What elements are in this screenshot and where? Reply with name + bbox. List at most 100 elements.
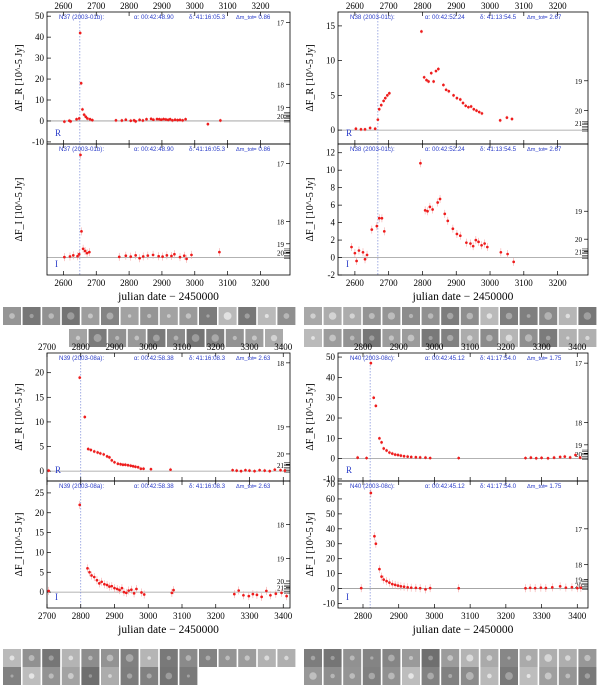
x-tick-label-top: 2900: [447, 1, 466, 11]
data-point: [574, 453, 577, 457]
thumbnail: [421, 667, 440, 685]
data-point: [171, 118, 174, 122]
thumbnail: [179, 307, 198, 325]
data-point: [380, 441, 383, 444]
data-point: [563, 455, 567, 458]
header-name: N39 (2003-08a):: [59, 355, 104, 362]
data-point: [575, 586, 579, 590]
data-point: [136, 465, 140, 469]
thumbnail: [539, 649, 558, 667]
thumbnail: [22, 667, 41, 685]
thumbnail-source: [330, 673, 335, 679]
thumbnail: [179, 649, 198, 667]
y-tick-label: 0: [40, 587, 45, 597]
thumbnail: [42, 667, 61, 685]
header-delta: δ: 41:17:54.0: [480, 355, 517, 362]
data-point: [419, 161, 422, 165]
data-point: [528, 586, 532, 590]
thumbnail-strip-N39: [3, 649, 296, 685]
y-tick-label: 15: [35, 528, 45, 538]
magnitude-tick-label: 21: [277, 462, 285, 470]
data-point: [145, 117, 148, 121]
thumbnail-strip-N37: [3, 307, 296, 347]
data-point: [477, 240, 480, 244]
thumbnail-source: [9, 313, 15, 319]
header-alpha: α: 00:42:52.24: [425, 14, 465, 21]
data-point: [146, 254, 150, 257]
thumbnail-source: [185, 313, 192, 319]
data-point: [578, 456, 582, 459]
x-tick-label-top: 3100: [461, 342, 480, 352]
header-name: N40 (2003-08c):: [350, 483, 395, 490]
data-point: [409, 455, 413, 459]
thumbnail-strip-N38: [304, 307, 597, 347]
thumbnail: [304, 649, 322, 667]
data-point: [396, 453, 400, 457]
thumbnail-source: [544, 654, 553, 662]
thumbnail: [558, 649, 577, 667]
data-point: [457, 586, 461, 590]
data-point: [129, 464, 133, 468]
data-point: [385, 94, 389, 97]
data-point: [382, 229, 386, 233]
header-alpha: α: 00:42:52.24: [425, 146, 465, 153]
thumbnail-source: [146, 673, 152, 679]
data-point: [455, 96, 459, 100]
thumbnail-source: [147, 313, 152, 319]
thumbnail: [199, 307, 217, 325]
x-tick-label-top: 3100: [515, 1, 534, 11]
data-point: [357, 249, 361, 252]
magnitude-tick-cluster: [582, 579, 588, 590]
thumbnail: [519, 667, 538, 685]
data-point: [86, 117, 89, 120]
x-tick-label-top: 3000: [481, 1, 500, 11]
lightcurve-N38: 2600 2700 2800 2900 3000 3100 3200051015192021…: [305, 1, 589, 303]
x-tick-label: 3400: [274, 611, 293, 621]
thumbnail-source: [310, 313, 316, 319]
thumbnail-source: [211, 334, 219, 342]
data-point: [380, 216, 384, 220]
data-point: [524, 456, 527, 460]
header-alpha: α: 00:42:58.38: [134, 483, 174, 490]
thumbnail: [61, 307, 80, 325]
y-tick-label: -10: [323, 474, 335, 484]
header-delta: δ: 41:16:05.3: [189, 14, 226, 21]
thumbnail-source: [584, 654, 591, 662]
x-tick-label-top: 3300: [241, 342, 260, 352]
thumbnail-source: [388, 654, 395, 662]
thumbnail-source: [349, 335, 355, 341]
y-tick-label: 0: [331, 253, 336, 263]
data-point: [431, 208, 434, 211]
data-point: [130, 588, 133, 592]
y-tick-label: 40: [326, 372, 336, 382]
thumbnail: [480, 329, 499, 347]
data-series: [356, 361, 582, 461]
thumbnail-source: [166, 314, 171, 318]
header-alpha: α: 00:42:45.12: [425, 355, 465, 362]
x-tick-label: 2600: [54, 278, 73, 288]
thumbnail-source: [244, 313, 250, 319]
data-point: [235, 469, 239, 473]
y-tick-label: 20: [326, 413, 336, 423]
data-point: [469, 242, 472, 245]
data-point: [539, 586, 543, 590]
data-point: [365, 456, 368, 460]
magnitude-tick-label: 20: [277, 578, 285, 586]
data-point: [83, 415, 87, 419]
data-point: [428, 205, 432, 209]
thumbnail-source: [565, 673, 571, 679]
magnitude-tick-label: 19: [277, 104, 285, 112]
x-axis-label: julian date − 2450000: [412, 291, 514, 303]
thumbnail-source: [329, 334, 336, 342]
thumbnail: [88, 329, 107, 347]
x-tick-label-top: 3000: [186, 1, 205, 11]
thumbnail: [159, 667, 178, 685]
magnitude-tick-cluster: [284, 583, 290, 594]
data-point: [434, 69, 438, 73]
x-tick-label-top: 3200: [251, 1, 270, 11]
data-point: [464, 104, 468, 108]
data-point: [474, 238, 478, 242]
y-tick-label: 40: [35, 32, 45, 42]
thumbnail-source: [565, 313, 571, 319]
